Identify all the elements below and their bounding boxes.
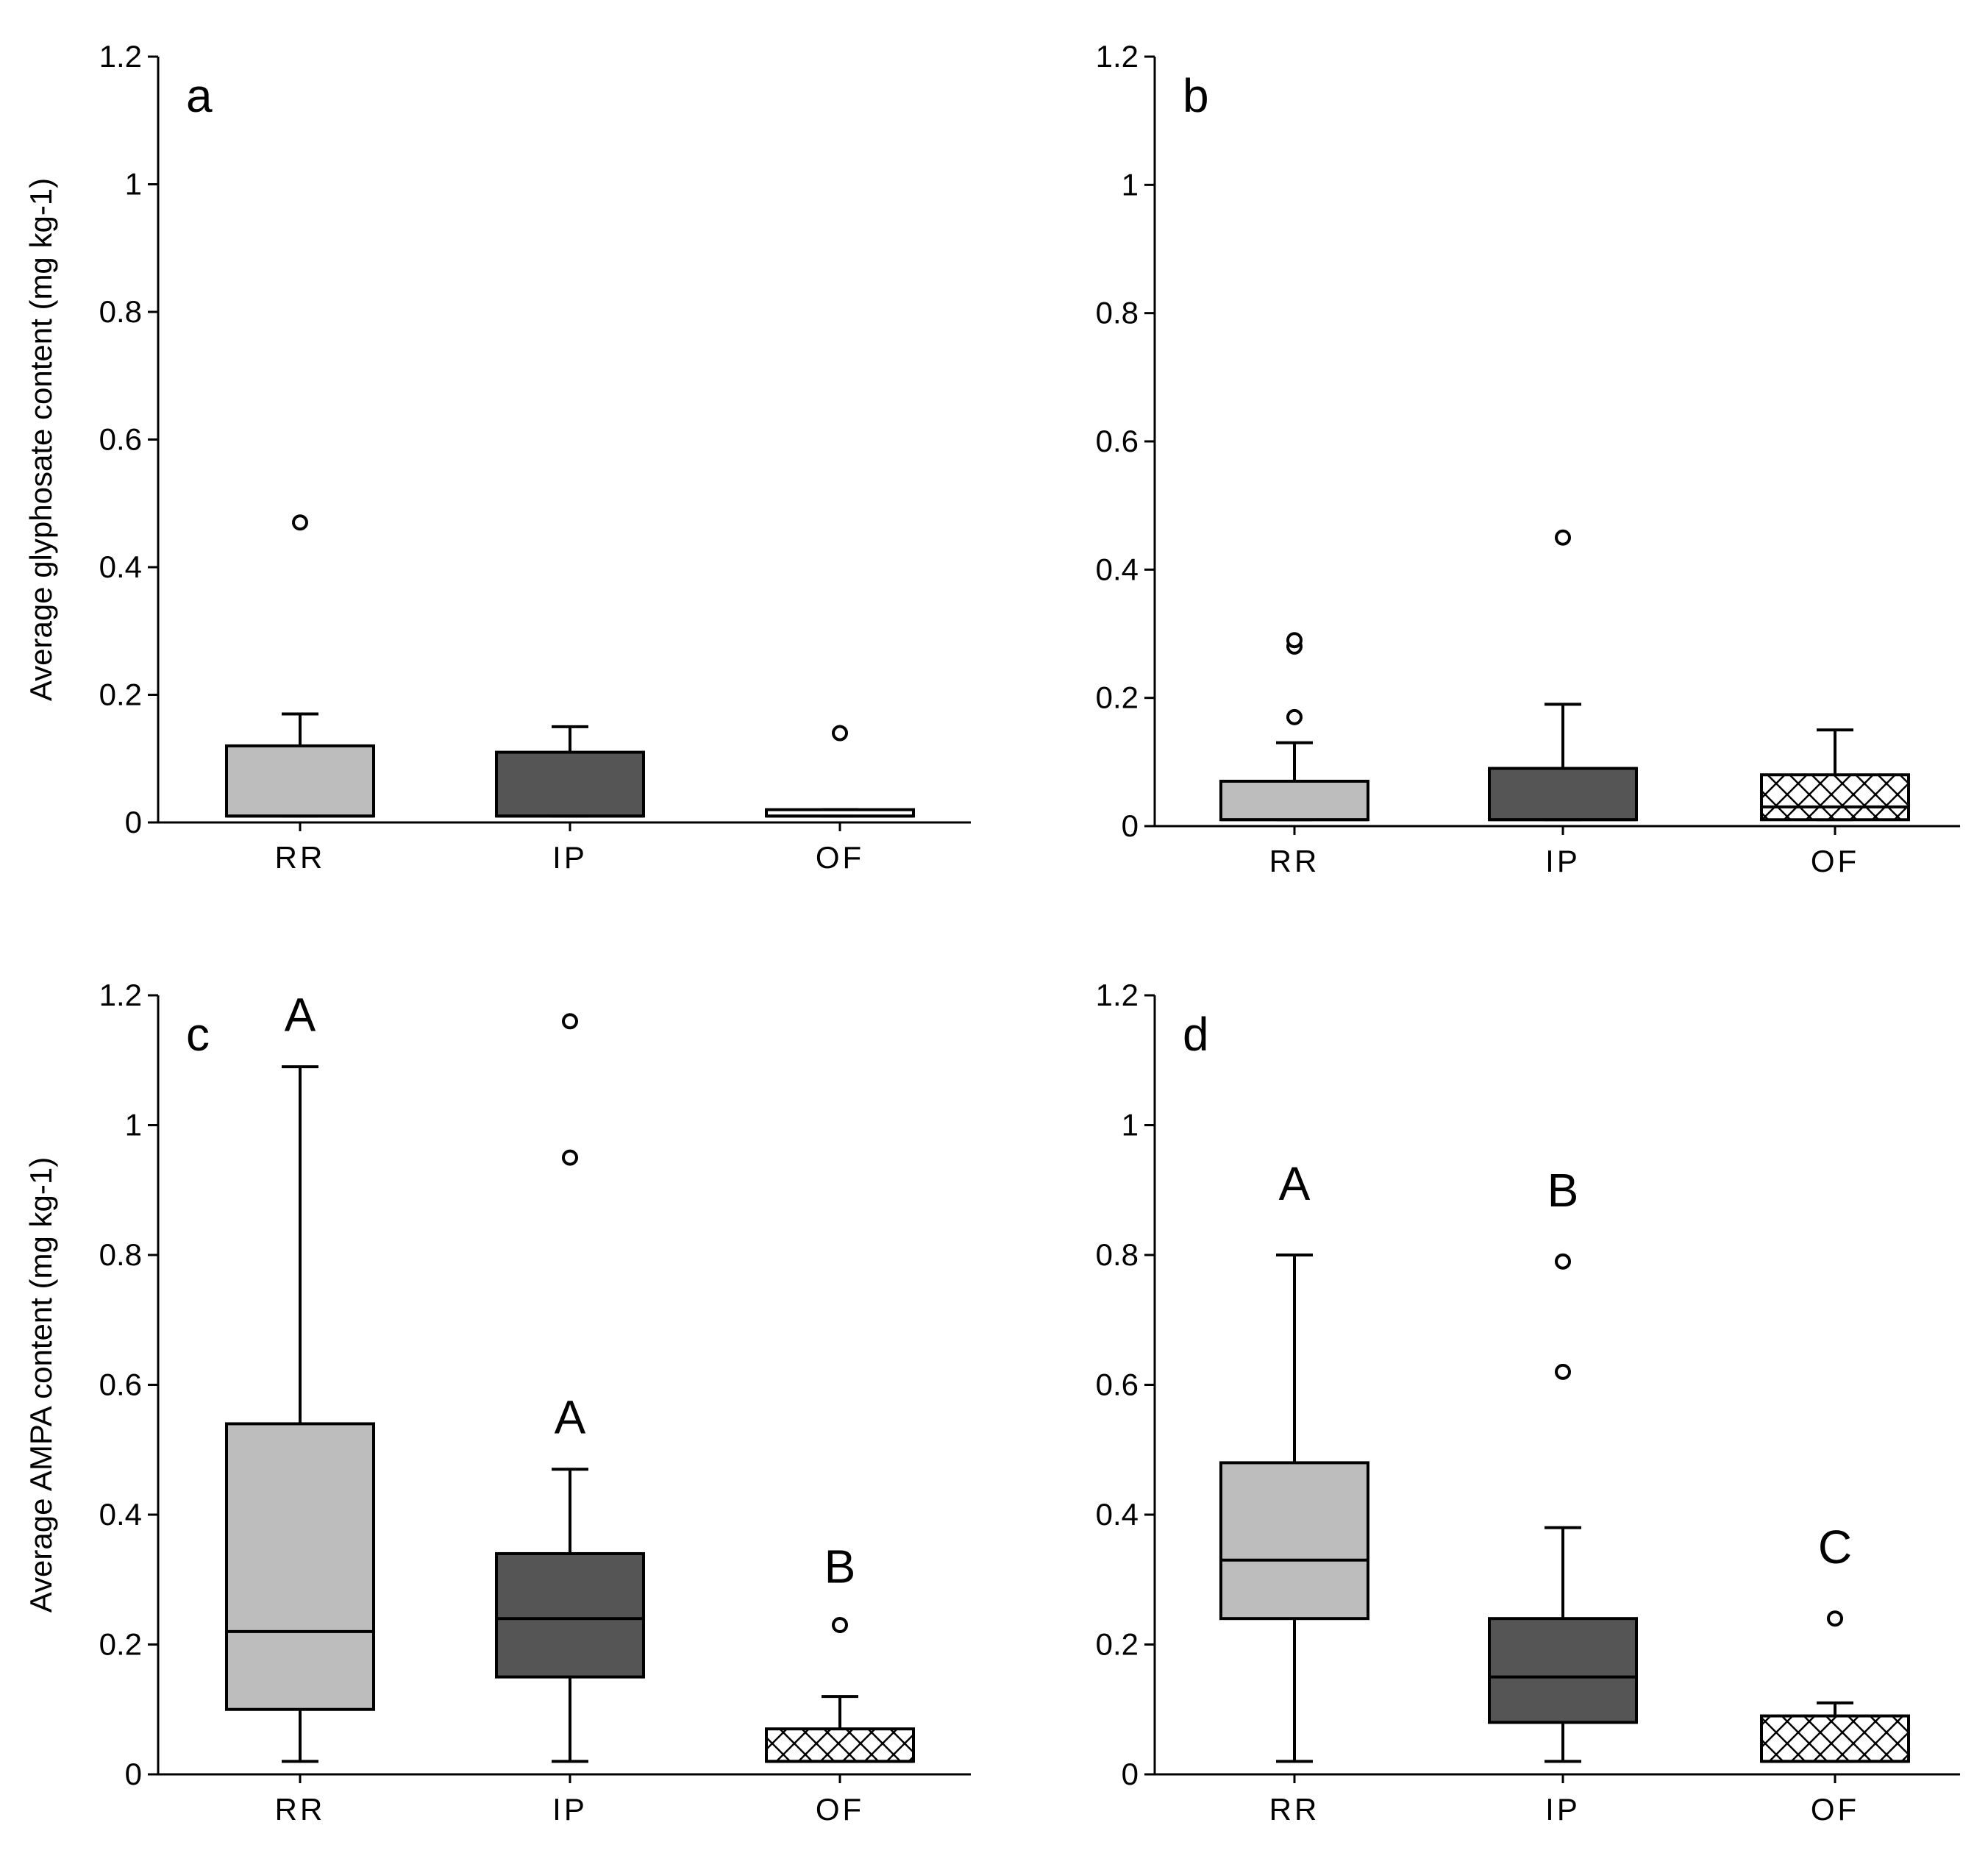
panel-c: 0 0.2 0.4 0.6 0.8 1 1.2 RR IP OF c Average AMPA con… <box>24 978 971 1827</box>
y-tick-label: 0 <box>1122 808 1139 843</box>
box-IP <box>1488 1253 1638 1763</box>
significance-letter: A <box>555 1391 586 1444</box>
box-OF <box>1760 1610 1910 1763</box>
box-body <box>765 1727 915 1763</box>
significance-letter: B <box>1547 1164 1579 1217</box>
box-body <box>225 744 375 818</box>
outlier-point <box>562 1149 578 1166</box>
box-body <box>1219 1461 1369 1621</box>
box-body <box>1760 773 1910 822</box>
x-category-label: IP <box>552 1792 588 1827</box>
box-OF <box>1760 728 1910 822</box>
box-RR <box>225 514 375 818</box>
y-tick-label: 1 <box>1122 1108 1139 1142</box>
box-RR <box>225 1065 375 1763</box>
panel-a: 0 0.2 0.4 0.6 0.8 1 1.2 RR IP OF a Average glyphosa… <box>24 39 971 875</box>
y-tick-label: 1 <box>125 1108 142 1142</box>
box-RR <box>1219 632 1369 822</box>
box-IP <box>495 1013 645 1763</box>
box-body <box>225 1422 375 1711</box>
outlier-point <box>1286 708 1303 725</box>
y-tick-label: 0 <box>125 805 142 839</box>
panel-label: d <box>1183 1008 1209 1061</box>
y-tick-label: 1 <box>1122 167 1139 202</box>
significance-letter: B <box>824 1540 856 1593</box>
box-body <box>495 1551 645 1679</box>
significance-letter: C <box>1818 1521 1852 1574</box>
box-OF <box>765 725 915 818</box>
significance-letter: A <box>1279 1157 1311 1210</box>
outlier-point <box>832 725 848 742</box>
outlier-point <box>1827 1610 1843 1627</box>
outlier-point <box>1286 632 1303 649</box>
y-axis-title: Average AMPA content (mg kg-1) <box>24 1157 58 1613</box>
y-tick-label: 0.4 <box>99 1497 142 1532</box>
box-body <box>495 750 645 818</box>
y-tick-label: 0.8 <box>99 1237 142 1272</box>
y-tick-label: 0 <box>125 1757 142 1791</box>
outlier-point <box>832 1617 848 1634</box>
panel-b: 0 0.2 0.4 0.6 0.8 1 1.2 RR IP OF b <box>1096 39 1960 878</box>
panel-d: 0 0.2 0.4 0.6 0.8 1 1.2 RR IP OF d A B C <box>1096 978 1960 1827</box>
y-tick-label: 0.2 <box>1096 1627 1139 1662</box>
y-tick-label: 0 <box>1122 1757 1139 1791</box>
outlier-point <box>1555 1253 1571 1270</box>
x-category-label: OF <box>1811 844 1859 878</box>
box-IP <box>1488 529 1638 822</box>
x-category-label: RR <box>1269 844 1320 878</box>
y-tick-label: 0.2 <box>99 678 142 712</box>
y-tick-label: 0.2 <box>1096 680 1139 715</box>
x-category-label: IP <box>1545 844 1581 878</box>
y-tick-label: 0.6 <box>99 422 142 457</box>
y-tick-label: 1 <box>125 167 142 202</box>
y-tick-label: 0.8 <box>1096 1237 1139 1272</box>
significance-letter: A <box>285 988 316 1041</box>
y-tick-label: 0.6 <box>99 1368 142 1402</box>
outlier-point <box>1555 529 1571 546</box>
y-tick-label: 0.2 <box>99 1627 142 1662</box>
x-category-label: RR <box>1269 1792 1320 1827</box>
box-body <box>1488 1617 1638 1724</box>
panel-label: b <box>1183 69 1209 122</box>
panel-label: a <box>186 69 213 122</box>
y-tick-label: 1.2 <box>1096 978 1139 1012</box>
y-tick-label: 0.4 <box>1096 552 1139 586</box>
panel-label: c <box>186 1008 210 1061</box>
x-category-label: IP <box>1545 1792 1581 1827</box>
box-OF <box>765 1617 915 1763</box>
box-RR <box>1219 1254 1369 1763</box>
x-category-label: OF <box>816 840 864 875</box>
y-axis-title: Average glyphosate content (mg kg-1) <box>24 178 58 701</box>
outlier-point <box>1555 1363 1571 1380</box>
box-body <box>1219 779 1369 822</box>
outlier-point <box>562 1013 578 1030</box>
y-tick-label: 1.2 <box>99 978 142 1012</box>
box-IP <box>495 725 645 818</box>
y-tick-label: 0.6 <box>1096 1368 1139 1402</box>
y-tick-label: 0.4 <box>99 550 142 584</box>
y-tick-label: 0.8 <box>99 294 142 329</box>
box-body <box>1488 767 1638 822</box>
x-category-label: RR <box>275 1792 326 1827</box>
y-tick-label: 0.8 <box>1096 296 1139 330</box>
x-category-label: IP <box>552 840 588 875</box>
box-body <box>1760 1714 1910 1763</box>
x-category-label: RR <box>275 840 326 875</box>
x-category-label: OF <box>1811 1792 1859 1827</box>
y-tick-label: 1.2 <box>1096 39 1139 74</box>
y-tick-label: 1.2 <box>99 39 142 74</box>
outlier-point <box>292 514 308 531</box>
x-category-label: OF <box>816 1792 864 1827</box>
y-tick-label: 0.4 <box>1096 1497 1139 1532</box>
y-tick-label: 0.6 <box>1096 424 1139 458</box>
